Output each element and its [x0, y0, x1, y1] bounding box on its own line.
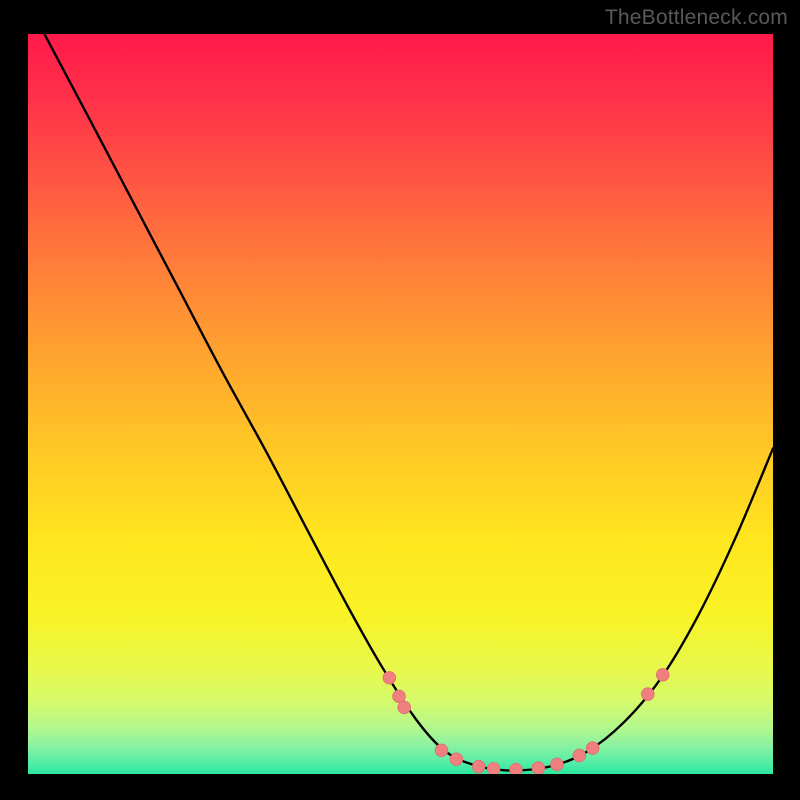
- data-marker: [573, 749, 586, 762]
- bottleneck-curve: [28, 34, 773, 774]
- curve-path: [44, 34, 773, 770]
- data-marker: [510, 763, 523, 774]
- data-marker: [551, 758, 564, 771]
- data-marker: [487, 763, 500, 774]
- data-marker: [472, 760, 485, 773]
- watermark-text: TheBottleneck.com: [605, 6, 788, 30]
- chart-frame: { "watermark": { "text": "TheBottleneck.…: [0, 0, 800, 800]
- data-marker: [393, 690, 406, 703]
- data-marker: [586, 742, 599, 755]
- data-marker: [398, 701, 411, 714]
- data-marker: [450, 753, 463, 766]
- plot-area: [28, 34, 773, 774]
- data-marker: [642, 688, 655, 701]
- data-marker: [532, 762, 545, 774]
- data-marker: [383, 672, 396, 685]
- data-marker: [656, 669, 669, 682]
- data-marker: [435, 744, 448, 757]
